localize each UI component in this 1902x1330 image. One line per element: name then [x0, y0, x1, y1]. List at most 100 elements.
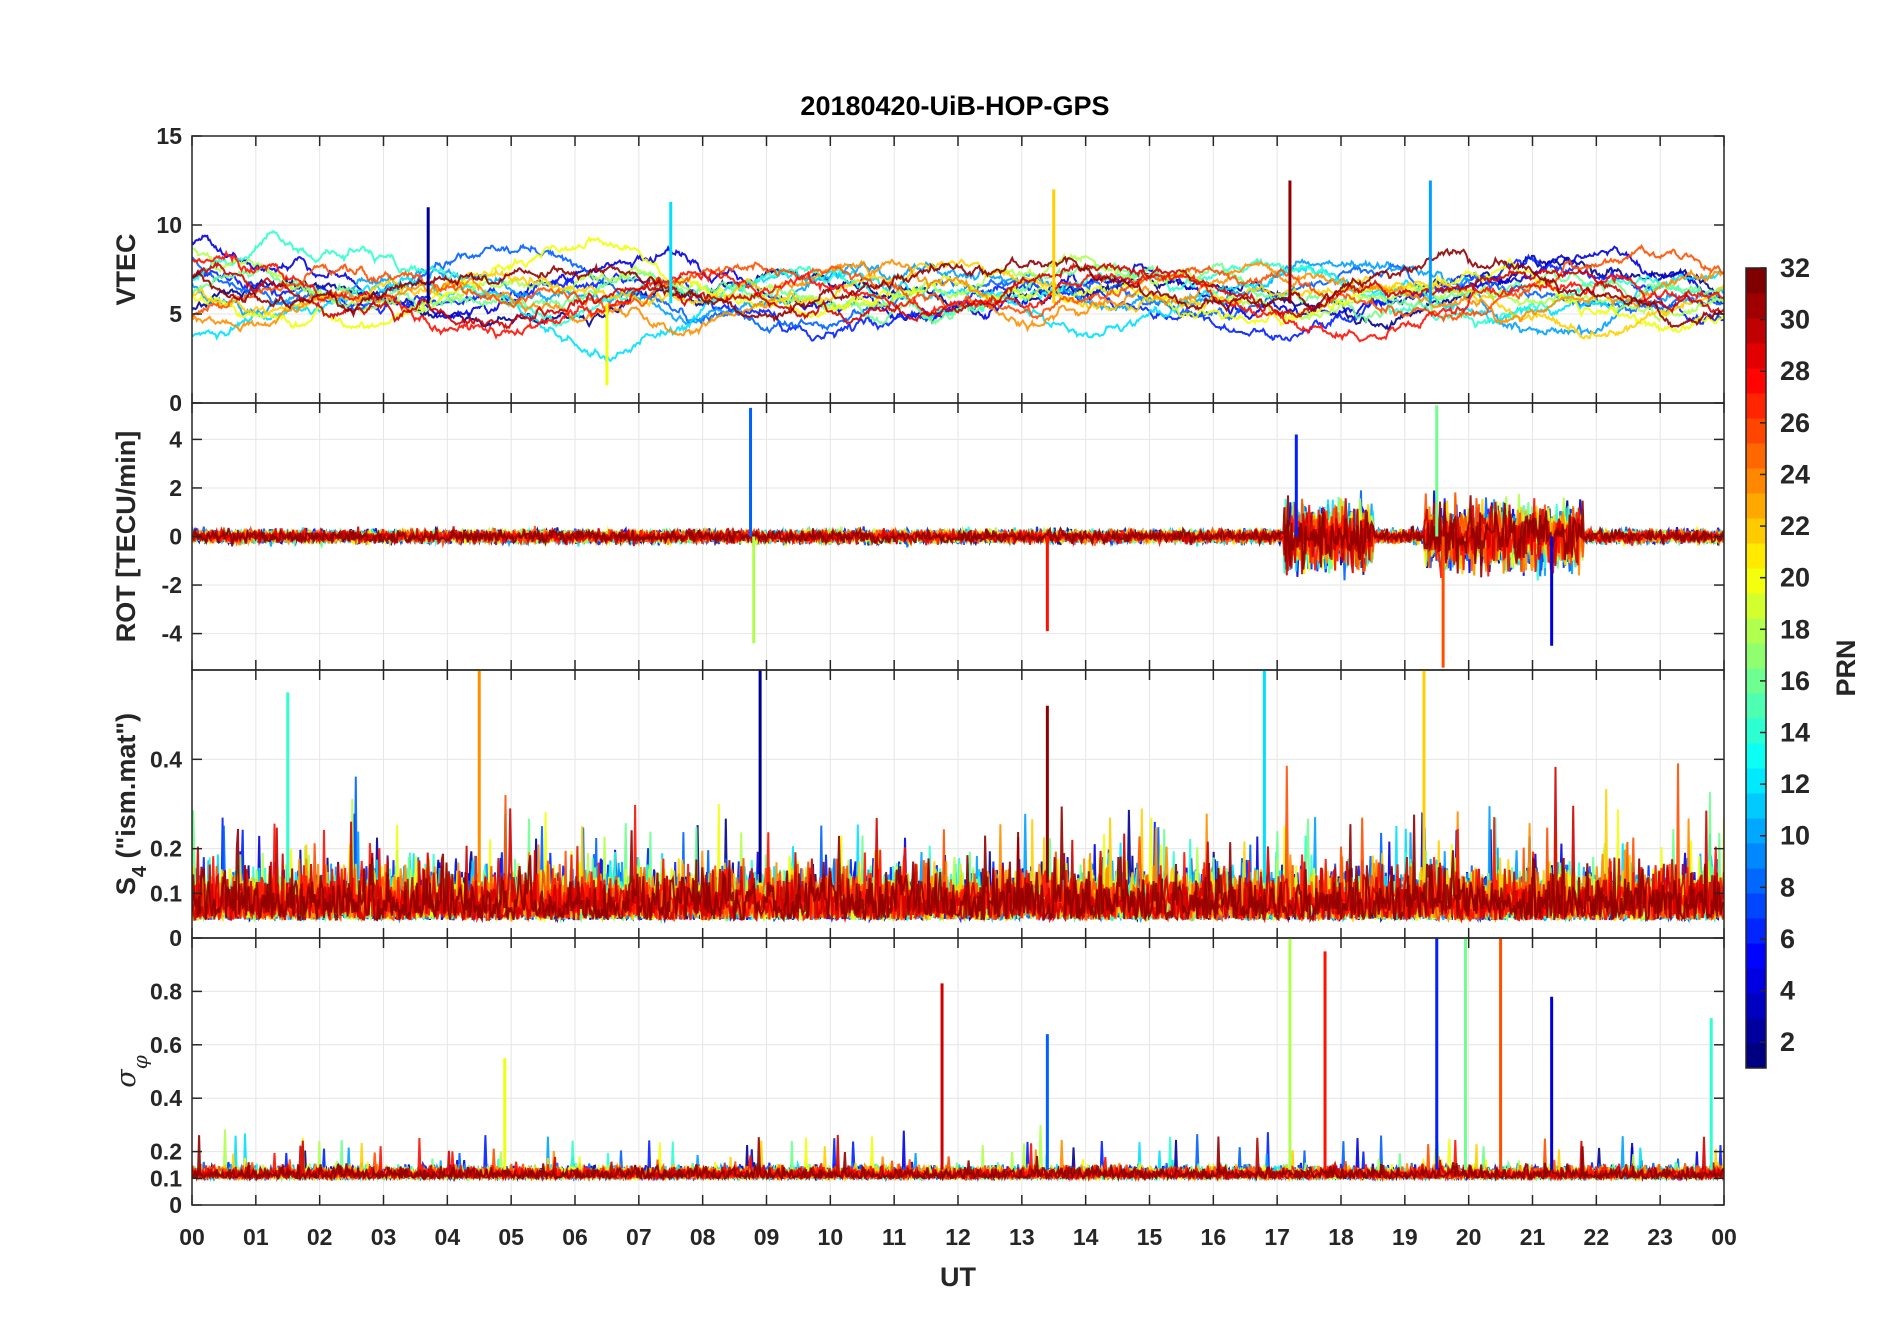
y-axis-label: S4 ("ism.mat"): [111, 713, 151, 895]
panel-vtec-y-ticks: 0 5 10 15: [156, 123, 1724, 416]
colorbar-segment: [1746, 968, 1766, 994]
colorbar-segment: [1746, 993, 1766, 1019]
colorbar-segment: [1746, 943, 1766, 969]
colorbar-segment: [1746, 1043, 1766, 1069]
x-tick-label: 06: [562, 1224, 588, 1250]
series-prn-31: [192, 247, 1724, 329]
x-tick-label: 11: [882, 1224, 907, 1250]
y-axis-label-sub: 4: [129, 865, 151, 877]
panel-rot: -4 -2 0 2 4 ROT [TECU/min]: [111, 402, 1725, 671]
panel-sigma_phi: 00.10.2 0.4 0.6 0.8 σφ: [111, 937, 1725, 1218]
colorbar-tick-label: 28: [1780, 356, 1810, 386]
colorbar-segment: [1746, 793, 1766, 819]
colorbar-segment: [1746, 343, 1766, 369]
colorbar-tick-label: 10: [1780, 821, 1810, 851]
colorbar-tick-label: 16: [1780, 666, 1810, 696]
x-tick-labels: 00 01 02 03 04 05 06 07 08 09 10 11 12 13 14 15 16 17 18 19…: [179, 1224, 1737, 1250]
x-tick-label: 07: [626, 1224, 652, 1250]
series-prn-25: [192, 243, 1724, 323]
colorbar-segment: [1746, 468, 1766, 494]
x-tick-label: 13: [1009, 1224, 1035, 1250]
series-prn-29: [192, 260, 1724, 330]
x-tick-label: 20: [1456, 1224, 1482, 1250]
y-axis-label: ROT [TECU/min]: [111, 431, 141, 642]
x-tick-label: 15: [1137, 1224, 1163, 1250]
colorbar-tick-label: 20: [1780, 563, 1810, 593]
colorbar-segment: [1746, 1018, 1766, 1044]
x-tick-label: 22: [1584, 1224, 1610, 1250]
panel-s4-y-ticks: 0 0.1 0.2 0.4: [150, 746, 1724, 951]
y-axis-label: VTEC: [111, 233, 141, 305]
y-axis-label-sub: φ: [128, 1055, 152, 1069]
colorbar-segment: [1746, 693, 1766, 719]
colorbar-segment: [1746, 618, 1766, 644]
panel-s4: 00.10.20.4S4 ("ism.mat"): [111, 669, 1725, 951]
colorbar-tick-label: 30: [1780, 305, 1810, 335]
x-tick-label: 21: [1520, 1224, 1546, 1250]
x-tick-label: 01: [243, 1224, 269, 1250]
panel-s4-series: [192, 670, 1724, 924]
panel-vtec: 0 5 10 15 VTEC: [111, 123, 1725, 416]
colorbar-segment: [1746, 918, 1766, 944]
colorbar-segment: [1746, 393, 1766, 419]
series-prn-9: [192, 258, 1724, 337]
colorbar-frame: [1745, 267, 1767, 1069]
series-prn-19: [192, 235, 1724, 334]
y-tick-label: 0: [169, 524, 182, 550]
colorbar-tick-label: 24: [1780, 459, 1810, 489]
colorbar-segment: [1746, 718, 1766, 744]
colorbar-segment: [1746, 318, 1766, 344]
y-tick-label: -2: [162, 572, 182, 598]
panel-rot-series: [192, 405, 1724, 668]
x-tick-label: 08: [690, 1224, 716, 1250]
colorbar-tick-label: 6: [1780, 924, 1795, 954]
panel-rot-y-ticks: -4 -2 0 2 4: [162, 426, 1724, 647]
x-tick-label: 18: [1328, 1224, 1354, 1250]
y-tick-label: 0.1: [150, 880, 182, 906]
y-tick-label: 15: [156, 123, 182, 149]
colorbar-tick-label: 8: [1780, 872, 1795, 902]
y-axis-label-main: S: [111, 877, 141, 895]
y-tick-label: 0.6: [150, 1032, 182, 1058]
colorbar-segment: [1746, 518, 1766, 544]
colorbar-segment: [1746, 818, 1766, 844]
colorbar-segment: [1746, 293, 1766, 319]
y-axis-label: σφ: [111, 1055, 152, 1087]
series-prn-31: [192, 806, 1724, 924]
colorbar-segment: [1746, 768, 1766, 794]
y-axis-label-rest: ("ism.mat"): [111, 713, 141, 866]
y-tick-label: 0.4: [150, 1085, 182, 1111]
x-tick-label: 19: [1392, 1224, 1418, 1250]
x-tick-label: 09: [754, 1224, 780, 1250]
x-tick-label: 05: [498, 1224, 524, 1250]
colorbar-segment: [1746, 668, 1766, 694]
panel-s4-x-ticks: [191, 670, 1725, 938]
series-prn-31: [192, 495, 1724, 578]
y-axis-label-main: σ: [111, 1068, 142, 1088]
x-axis-label: UT: [940, 1262, 976, 1292]
y-tick-label: 0.2: [150, 1139, 182, 1165]
y-tick-label: 5: [169, 301, 182, 327]
y-tick-label: 4: [169, 426, 182, 452]
x-tick-label: 16: [1201, 1224, 1227, 1250]
panel-vtec-x-ticks: [191, 136, 1725, 403]
x-tick-label: 04: [435, 1224, 461, 1250]
colorbar-segment: [1746, 368, 1766, 394]
y-tick-label: 0: [169, 925, 182, 951]
x-tick-label: 00: [1711, 1224, 1737, 1250]
x-tick-label: 10: [818, 1224, 844, 1250]
colorbar-segment: [1746, 893, 1766, 919]
colorbar-tick-label: 18: [1780, 614, 1810, 644]
chart-title: 20180420-UiB-HOP-GPS: [800, 91, 1109, 121]
panel-sigma_phi-y-ticks: 00.10.2 0.4 0.6 0.8: [150, 978, 1724, 1218]
colorbar-tick-label: 14: [1780, 718, 1810, 748]
colorbar-tick-label: 26: [1780, 408, 1810, 438]
series-prn-31: [192, 1135, 1724, 1182]
x-tick-label: 03: [371, 1224, 397, 1250]
colorbar-tick-label: 4: [1780, 976, 1795, 1006]
x-tick-label: 17: [1264, 1224, 1290, 1250]
colorbar-segment: [1746, 418, 1766, 444]
y-tick-label: 0: [169, 1192, 182, 1218]
colorbar-segment: [1746, 743, 1766, 769]
